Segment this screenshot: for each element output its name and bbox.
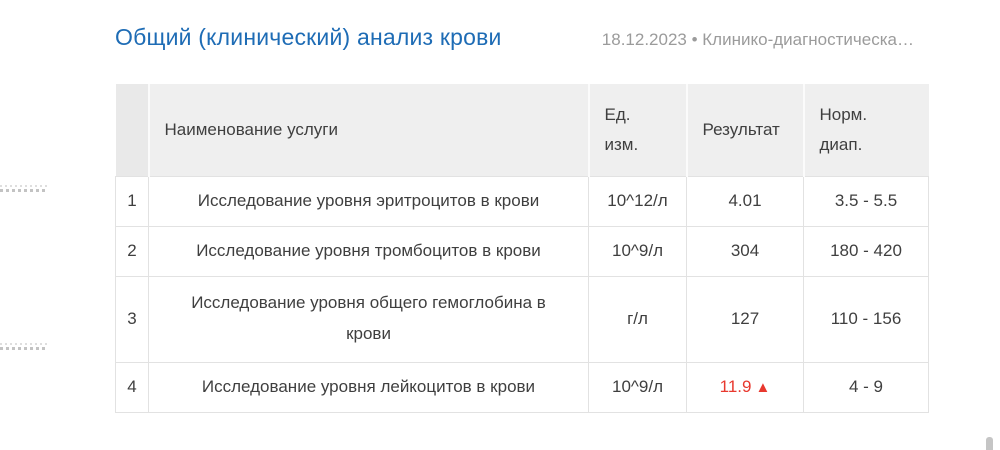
column-header-normal-range: Норм. диап. [802, 84, 929, 176]
table-header: Наименование услуги Ед. изм. Результат Н… [115, 84, 929, 176]
row-number-cell: 3 [115, 275, 149, 363]
column-header-unit: Ед. изм. [587, 84, 687, 176]
normal-range-cell: 180 - 420 [803, 225, 929, 277]
row-number-cell: 2 [115, 225, 149, 277]
unit-cell: 10^9/л [588, 225, 687, 277]
dotted-marker [0, 343, 47, 350]
result-cell: 127 [686, 275, 804, 363]
result-value: 11.9 [719, 376, 752, 396]
result-cell: 4.01 [686, 175, 804, 227]
dotted-marker [0, 185, 47, 192]
lab-results-table: Наименование услуги Ед. изм. Результат Н… [115, 84, 929, 413]
service-name-cell: Исследование уровня лейкоцитов в крови [148, 361, 589, 413]
unit-cell: г/л [588, 275, 687, 363]
header-row: Наименование услуги Ед. изм. Результат Н… [115, 84, 929, 176]
result-cell: 304 [686, 225, 804, 277]
unit-cell: 10^9/л [588, 361, 687, 413]
report-panel: Общий (клинический) анализ крови 18.12.2… [115, 24, 929, 413]
column-header-number [115, 84, 149, 176]
column-header-result: Результат [685, 84, 804, 176]
unit-cell: 10^12/л [588, 175, 687, 227]
report-title-link[interactable]: Общий (клинический) анализ крови [115, 24, 502, 50]
service-name-cell: Исследование уровня эритроцитов в крови [148, 175, 589, 227]
result-cell-abnormal: 11.9 ▲ [686, 361, 804, 413]
service-name-cell: Исследование уровня тромбоцитов в крови [148, 225, 589, 277]
report-date-source: 18.12.2023 • Клинико-диагностическа… [601, 30, 914, 49]
row-number-cell: 1 [115, 175, 149, 227]
row-number-cell: 4 [115, 361, 149, 413]
table-row: 3 Исследование уровня общего гемоглобина… [115, 275, 929, 363]
table-row: 1 Исследование уровня эритроцитов в кров… [115, 175, 929, 227]
table-row: 4 Исследование уровня лейкоцитов в крови… [115, 361, 929, 413]
service-name-cell: Исследование уровня общего гемоглобина в… [148, 275, 589, 363]
report-header: Общий (клинический) анализ крови 18.12.2… [115, 24, 928, 51]
normal-range-cell: 4 - 9 [803, 361, 929, 413]
normal-range-cell: 3.5 - 5.5 [803, 175, 929, 227]
scrollbar-thumb[interactable] [986, 437, 993, 450]
column-header-service-name: Наименование услуги [147, 84, 589, 176]
table-row: 2 Исследование уровня тромбоцитов в кров… [115, 225, 929, 277]
high-value-triangle-icon: ▲ [755, 378, 771, 396]
normal-range-cell: 110 - 156 [803, 275, 929, 363]
